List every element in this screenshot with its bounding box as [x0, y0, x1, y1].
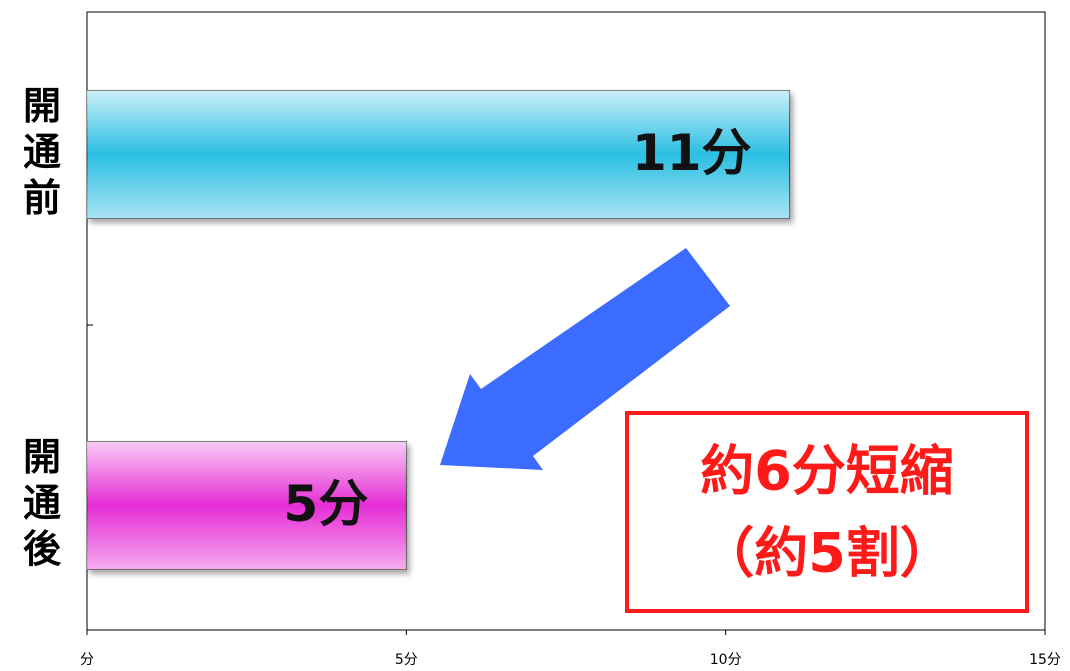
x-tick-label: 15分 — [1029, 652, 1061, 668]
annotation-box — [625, 411, 1029, 613]
x-tick-label: 5分 — [395, 652, 418, 668]
bar-shine — [87, 90, 790, 219]
y-tick-label: 開通後 — [17, 437, 61, 575]
annotation: 約6分短縮 — [700, 440, 954, 503]
value-label: 5分 — [284, 475, 369, 533]
x-tick-label: 分 — [80, 652, 94, 668]
annotation: （約5割） — [700, 522, 954, 585]
bar-shine — [87, 441, 407, 570]
value-label: 11分 — [632, 124, 752, 182]
plot-frame — [86, 11, 1046, 631]
y-tick-label: 開通前 — [17, 86, 61, 224]
arrow — [440, 248, 730, 470]
x-tick-label: 10分 — [710, 652, 742, 668]
